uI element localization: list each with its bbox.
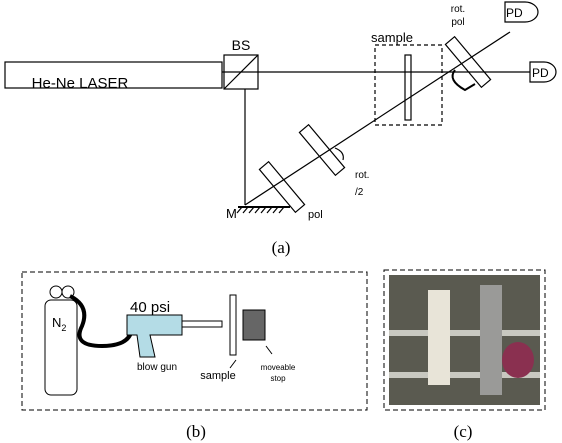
labels-a: He-Ne LASER BS sample rot. pol PD PD M p…: [32, 4, 549, 257]
stop-label: moveable: [261, 363, 296, 372]
polarizer: [259, 162, 304, 213]
rotation-arrow: [453, 70, 475, 90]
hose: [70, 296, 132, 346]
caption: (c): [454, 422, 473, 441]
gauge: [50, 286, 62, 298]
sample-plate: [230, 295, 236, 355]
pol-label: pol: [308, 209, 323, 221]
caption: (b): [186, 422, 206, 441]
nozzle: [182, 321, 222, 327]
panel-b: N2 40 psi blow gun sample moveable stop …: [22, 272, 367, 441]
n2-label: N2: [52, 315, 66, 333]
sample-label: sample: [371, 30, 413, 45]
gun-label: blow gun: [137, 362, 177, 373]
photo: [389, 275, 540, 405]
photo-sample: [428, 290, 450, 385]
pd-label: PD: [532, 66, 549, 80]
mirror-label: M: [226, 206, 237, 221]
rotating-polarizer: [445, 37, 490, 88]
beam-diagonal: [245, 32, 510, 205]
bs-label: BS: [232, 37, 251, 53]
photo-clamp: [480, 285, 502, 395]
waveplate-label: /2: [355, 187, 364, 198]
photo-object: [502, 342, 534, 378]
pd-label: PD: [506, 6, 523, 20]
photo-rod: [389, 330, 540, 336]
figure: He-Ne LASER BS sample rot. pol PD PD M p…: [0, 0, 562, 443]
stop-label: stop: [270, 374, 286, 383]
stop: [243, 310, 265, 340]
optics: [5, 2, 556, 213]
panel-c: (c): [384, 270, 545, 441]
pressure-label: 40 psi: [130, 299, 170, 316]
rot-label: rot.: [451, 4, 465, 15]
sample-label: sample: [200, 370, 235, 382]
blow-gun: [127, 315, 182, 357]
rot-label: rot.: [355, 170, 369, 181]
pol-label: pol: [451, 17, 464, 28]
sample-plate: [405, 55, 411, 120]
laser-label: He-Ne LASER: [32, 75, 129, 92]
caption: (a): [272, 238, 291, 257]
